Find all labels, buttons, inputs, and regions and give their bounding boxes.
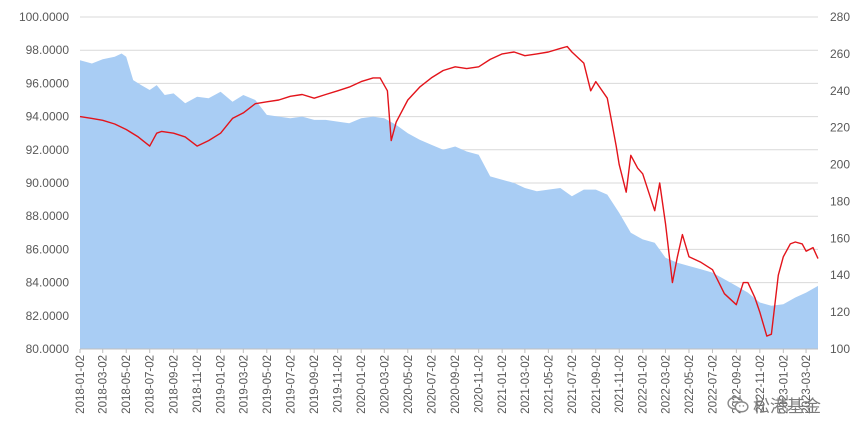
right-axis-tick: 260 xyxy=(830,47,850,61)
x-axis-tick: 2021-07-02 xyxy=(567,355,579,414)
left-axis-tick: 88.0000 xyxy=(26,209,70,223)
x-axis-tick: 2021-05-02 xyxy=(543,355,555,414)
right-axis-tick: 180 xyxy=(830,194,850,208)
x-axis-tick: 2021-03-02 xyxy=(520,355,532,414)
x-axis-tick: 2023-03-02 xyxy=(801,355,813,414)
x-axis-tick: 2020-07-02 xyxy=(426,355,438,414)
right-axis-labels: 280 260 240 220 200 180 160 140 120 100 xyxy=(830,10,850,356)
x-axis-tick: 2020-11-02 xyxy=(474,355,486,413)
left-axis-tick: 96.0000 xyxy=(26,76,70,90)
left-axis-tick: 94.0000 xyxy=(26,110,70,124)
left-axis-tick: 86.0000 xyxy=(26,242,70,256)
x-axis-tick: 2022-01-02 xyxy=(638,355,650,414)
right-axis-tick: 200 xyxy=(830,158,850,172)
left-axis-tick: 92.0000 xyxy=(26,143,70,157)
x-axis-tick: 2019-01-02 xyxy=(216,355,228,414)
right-axis-tick: 160 xyxy=(830,231,850,245)
x-axis-tick: 2020-03-02 xyxy=(379,355,391,414)
right-axis-tick: 100 xyxy=(830,342,850,356)
right-axis-tick: 280 xyxy=(830,10,850,24)
x-axis-tick: 2019-09-02 xyxy=(309,355,321,414)
x-axis-tick: 2018-03-02 xyxy=(98,355,110,414)
left-axis-tick: 82.0000 xyxy=(26,309,70,323)
x-axis-tick: 2022-05-02 xyxy=(684,355,696,414)
line-series xyxy=(79,45,819,337)
left-axis-labels: 100.0000 98.0000 96.0000 94.0000 92.0000 90.0… xyxy=(19,10,69,356)
x-axis-tick: 2022-03-02 xyxy=(661,355,673,414)
x-axis-tick: 2019-05-02 xyxy=(262,355,274,414)
right-axis-tick: 220 xyxy=(830,121,850,135)
watermark-text: 松港基金 xyxy=(753,397,821,417)
x-axis-tick: 2020-09-02 xyxy=(450,355,462,414)
x-axis-tick: 2023-01-02 xyxy=(778,355,790,414)
x-axis-labels: 2018-01-02 2018-03-02 2018-05-02 2018-07-02… xyxy=(75,349,813,414)
x-axis-tick: 2020-01-02 xyxy=(356,355,368,414)
x-axis-tick: 2018-05-02 xyxy=(121,355,133,414)
x-axis-tick: 2021-11-02 xyxy=(614,355,626,413)
wechat-icon xyxy=(727,396,749,412)
x-axis-tick: 2022-07-02 xyxy=(708,355,720,414)
right-axis-tick: 240 xyxy=(830,84,850,98)
x-axis-tick: 2018-01-02 xyxy=(75,355,87,414)
left-axis-tick: 100.0000 xyxy=(19,10,69,24)
watermark: 松港基金 xyxy=(727,392,821,417)
right-axis-tick: 140 xyxy=(830,268,850,282)
x-axis-tick: 2018-11-02 xyxy=(192,355,204,413)
x-axis-tick: 2021-01-02 xyxy=(497,355,509,414)
area-series xyxy=(80,53,818,349)
x-axis-tick: 2019-07-02 xyxy=(285,355,297,414)
left-axis-tick: 84.0000 xyxy=(26,276,70,290)
x-axis-tick: 2018-07-02 xyxy=(145,355,157,414)
left-axis-tick: 80.0000 xyxy=(26,342,70,356)
left-axis-tick: 98.0000 xyxy=(26,43,70,57)
x-axis-tick: 2021-09-02 xyxy=(591,355,603,414)
x-axis-tick: 2019-03-02 xyxy=(238,355,250,414)
x-axis-tick: 2020-05-02 xyxy=(403,355,415,414)
x-axis-tick: 2018-09-02 xyxy=(169,355,181,414)
right-axis-tick: 120 xyxy=(830,305,850,319)
x-axis-tick: 2019-11-02 xyxy=(333,355,345,413)
left-axis-tick: 90.0000 xyxy=(26,176,70,190)
x-axis-tick: 2022-11-02 xyxy=(755,355,767,413)
